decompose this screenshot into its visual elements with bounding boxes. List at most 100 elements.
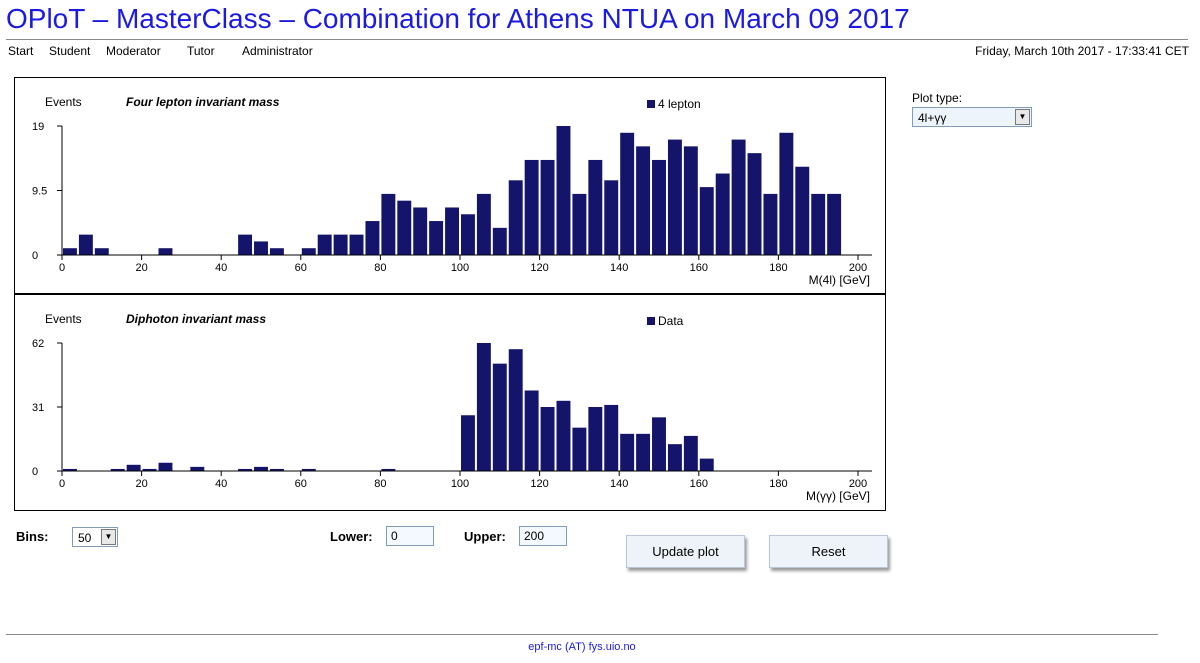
histogram-bar bbox=[731, 139, 746, 255]
plot-type-value: 4l+γγ bbox=[918, 111, 947, 125]
x-tick-label: 100 bbox=[451, 262, 469, 274]
histogram-bar bbox=[747, 153, 762, 255]
histogram-bar bbox=[158, 462, 173, 471]
histogram-bar bbox=[540, 407, 555, 471]
bins-value: 50 bbox=[78, 531, 92, 545]
histogram-bar bbox=[110, 468, 125, 471]
page-title: OPloT – MasterClass – Combination for At… bbox=[6, 3, 910, 34]
x-tick-label: 140 bbox=[610, 478, 628, 490]
x-tick-label: 200 bbox=[849, 262, 867, 274]
nav-student[interactable]: Student bbox=[49, 44, 91, 58]
histogram-bar bbox=[381, 468, 396, 471]
legend-label: 4 lepton bbox=[658, 97, 701, 111]
histogram-bar bbox=[556, 400, 571, 471]
x-tick-label: 100 bbox=[451, 478, 469, 490]
x-tick-label: 120 bbox=[530, 262, 548, 274]
histogram-bar bbox=[397, 200, 412, 255]
x-tick-label: 60 bbox=[295, 478, 307, 490]
histogram-bar bbox=[63, 248, 77, 255]
histogram-bar bbox=[683, 146, 698, 255]
histogram-bar bbox=[636, 146, 651, 255]
y-tick-label: 9.5 bbox=[32, 186, 47, 198]
plot-divider bbox=[15, 293, 885, 295]
x-tick-label: 40 bbox=[215, 478, 227, 490]
y-tick-label: 0 bbox=[32, 466, 38, 478]
histogram-bar bbox=[254, 241, 268, 255]
histogram-bar bbox=[604, 404, 619, 471]
histogram-bar bbox=[699, 187, 714, 255]
histogram-bar bbox=[763, 193, 778, 255]
plot-type-label: Plot type: bbox=[912, 91, 963, 105]
y-axis-label: Events bbox=[45, 312, 82, 326]
x-tick-label: 20 bbox=[135, 262, 147, 274]
x-tick-label: 160 bbox=[690, 478, 708, 490]
y-tick-label: 19 bbox=[32, 121, 44, 133]
chevron-down-icon[interactable]: ▼ bbox=[101, 529, 116, 545]
histogram-bar bbox=[572, 427, 587, 471]
histogram-bar bbox=[126, 464, 141, 471]
histogram-bar bbox=[620, 433, 635, 471]
x-tick-label: 80 bbox=[374, 262, 386, 274]
nav-tutor[interactable]: Tutor bbox=[187, 44, 215, 58]
chart-title: Diphoton invariant mass bbox=[126, 312, 266, 326]
histogram-bar bbox=[158, 248, 173, 255]
nav-administrator[interactable]: Administrator bbox=[242, 44, 313, 58]
histogram-bar bbox=[301, 248, 316, 255]
histogram-bar bbox=[556, 126, 571, 255]
plot-area: 0 9.5 19 0 20 40 60 80 100 120 140 160 180 200 Events F… bbox=[14, 77, 886, 511]
legend-swatch bbox=[647, 100, 655, 108]
histogram-bar bbox=[301, 468, 316, 471]
lower-label: Lower: bbox=[330, 529, 373, 544]
upper-label: Upper: bbox=[464, 529, 506, 544]
y-tick-label: 31 bbox=[32, 402, 44, 414]
histogram-bar bbox=[827, 193, 842, 255]
histogram-bar bbox=[78, 234, 93, 255]
title-divider bbox=[6, 39, 1188, 40]
histogram-bar bbox=[667, 444, 682, 471]
x-tick-label: 120 bbox=[530, 478, 548, 490]
x-tick-label: 20 bbox=[135, 478, 147, 490]
histogram-bar bbox=[365, 221, 380, 255]
footer-contact[interactable]: epf-mc (AT) fys.uio.no bbox=[528, 641, 636, 653]
x-tick-label: 40 bbox=[215, 262, 227, 274]
x-axis-label: M(4l) [GeV] bbox=[809, 273, 870, 287]
histogram-bar bbox=[476, 193, 491, 255]
histogram-bar bbox=[349, 234, 364, 255]
histogram-bar bbox=[508, 349, 523, 471]
x-tick-label: 200 bbox=[849, 478, 867, 490]
histogram-bar bbox=[333, 234, 348, 255]
nav-start[interactable]: Start bbox=[8, 44, 34, 58]
x-axis-label: M(γγ) [GeV] bbox=[806, 489, 870, 503]
x-tick-label: 180 bbox=[769, 478, 787, 490]
plot-type-select[interactable]: 4l+γγ ▼ bbox=[912, 107, 1032, 127]
x-tick-label: 60 bbox=[295, 262, 307, 274]
chevron-down-icon[interactable]: ▼ bbox=[1015, 109, 1030, 125]
histogram-bar bbox=[604, 180, 619, 255]
reset-button[interactable]: Reset bbox=[769, 535, 888, 568]
histogram-bar bbox=[381, 193, 396, 255]
update-plot-button[interactable]: Update plot bbox=[626, 535, 745, 568]
histogram-bar bbox=[238, 468, 253, 471]
histogram-bar bbox=[636, 433, 651, 471]
y-axis-label: Events bbox=[45, 95, 82, 109]
nav-moderator[interactable]: Moderator bbox=[106, 44, 161, 58]
histogram-bar bbox=[476, 343, 491, 471]
x-tick-label: 180 bbox=[769, 262, 787, 274]
bins-label: Bins: bbox=[16, 529, 49, 544]
histogram-bar bbox=[461, 415, 475, 471]
histogram-bar bbox=[715, 173, 730, 255]
x-tick-label: 0 bbox=[59, 478, 65, 490]
footer-divider bbox=[6, 634, 1158, 635]
x-tick-label: 160 bbox=[690, 262, 708, 274]
histogram-bar bbox=[524, 390, 539, 471]
histogram-bar bbox=[63, 468, 77, 471]
upper-input[interactable] bbox=[519, 526, 567, 546]
histogram-bar bbox=[524, 159, 539, 255]
histogram-bar bbox=[254, 466, 268, 471]
bins-select[interactable]: 50 ▼ bbox=[72, 527, 118, 547]
histogram-bar bbox=[413, 207, 428, 255]
histogram-bar bbox=[652, 417, 666, 471]
histogram-bar bbox=[588, 159, 603, 255]
lower-input[interactable] bbox=[386, 526, 434, 546]
